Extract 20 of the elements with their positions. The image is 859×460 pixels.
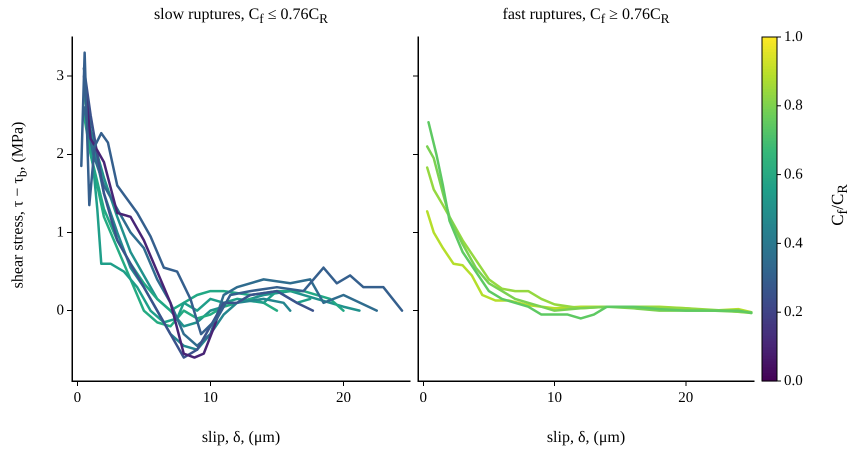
x-axis-title: slip, δ, (μm) bbox=[546, 428, 626, 448]
x-tick-label: 20 bbox=[336, 390, 351, 406]
chart-title: fast ruptures, C$_{f}$ ≥ 0.76C$_{R}$ bbox=[502, 6, 670, 28]
chart-title: slow ruptures, C$_{f}$ ≤ 0.76C$_{R}$ bbox=[152, 6, 330, 28]
color-bar-label: 0.2 bbox=[784, 304, 803, 320]
y-tick-label: 2 bbox=[56, 146, 64, 162]
color-bar-label: 0.6 bbox=[784, 166, 804, 183]
color-bar-label: 0.8 bbox=[784, 98, 803, 114]
y-tick-label: 3 bbox=[56, 68, 64, 84]
x-tick-label: 10 bbox=[202, 390, 218, 406]
color-bar-label: 0.0 bbox=[784, 372, 803, 389]
x-tick-label: 10 bbox=[547, 390, 562, 406]
x-tick-label: 0 bbox=[420, 390, 427, 406]
y-tick-label: 1 bbox=[56, 224, 64, 240]
color-bar-label: 0.4 bbox=[784, 235, 804, 252]
x-tick-label: 20 bbox=[678, 390, 694, 406]
y-tick-label: 0 bbox=[56, 302, 64, 319]
x-axis-title: slip, δ, (μm) bbox=[200, 428, 282, 448]
color-bar-label: 1.0 bbox=[784, 28, 803, 45]
x-tick-label: 0 bbox=[74, 390, 82, 406]
